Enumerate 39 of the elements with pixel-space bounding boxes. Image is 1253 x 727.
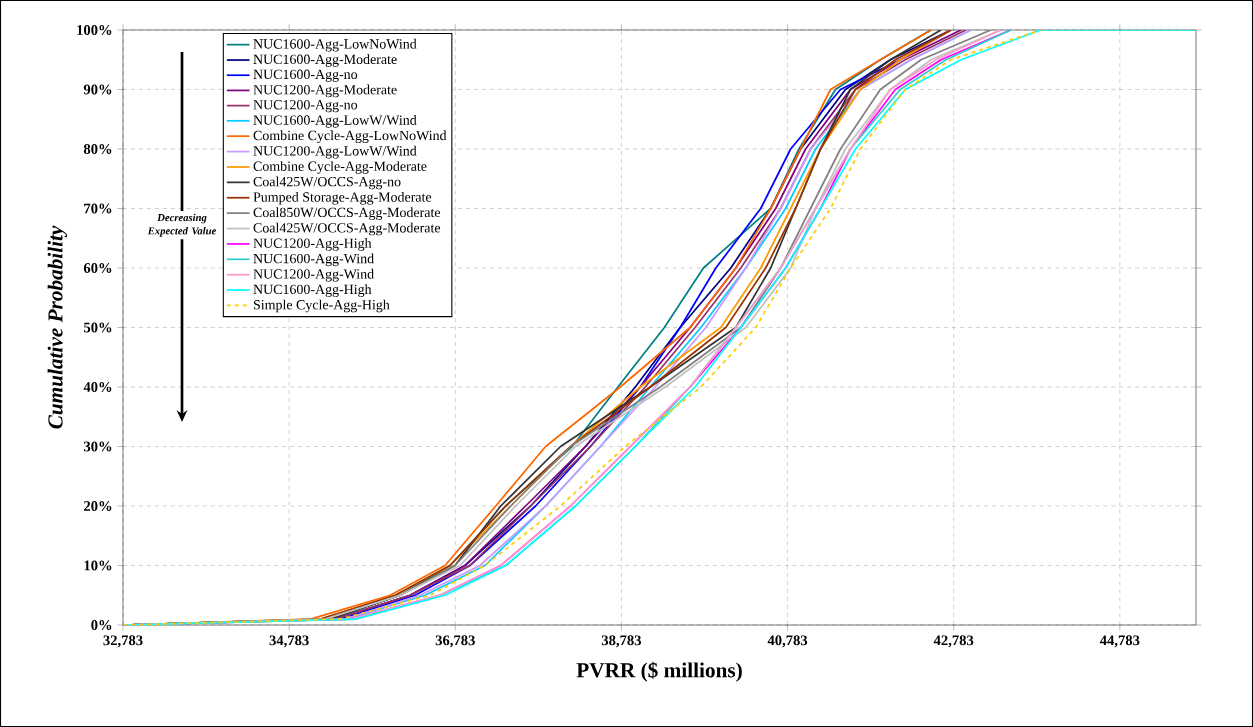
y-tick-label: 80% [83, 144, 112, 154]
legend-label: Coal425W/OCCS-Agg-Moderate [253, 222, 441, 236]
annotation: Decreasing Expected Value [147, 213, 217, 237]
legend-label: Simple Cycle-Agg-High [253, 299, 390, 313]
legend-label: Coal850W/OCCS-Agg-Moderate [253, 207, 441, 220]
x-tick-label: 44,783 [1099, 635, 1140, 648]
y-tick-label: 90% [83, 84, 112, 95]
legend-label: NUC1200-Agg-LowW/Wind [253, 145, 417, 159]
legend-label: Coal425W/OCCS-Agg-no [253, 176, 401, 190]
y-tick-label: 0% [91, 620, 112, 630]
legend-label: NUC1200-Agg-Moderate [253, 84, 397, 98]
legend-label: NUC1600-Agg-no [253, 69, 358, 82]
y-tick-label: 60% [83, 263, 112, 273]
y-tick-label: 30% [83, 441, 112, 452]
x-tick-label: 32,783 [103, 635, 143, 648]
y-axis-title: Cumulative Probability [47, 225, 67, 429]
legend-label: NUC1600-Agg-LowNoWind [253, 38, 417, 52]
legend-label: Combine Cycle-Agg-LowNoWind [253, 130, 447, 144]
x-tick-label: 36,783 [435, 635, 475, 648]
y-tick-label: 20% [84, 501, 112, 511]
x-tick-label: 42,783 [933, 635, 974, 648]
legend-label: NUC1600-Agg-Moderate [253, 54, 397, 67]
y-tick-label: 70% [84, 203, 112, 214]
x-tick-label: 34,783 [269, 635, 309, 648]
legend-label: NUC1600-Agg-Wind [253, 253, 374, 267]
y-tick-label: 100% [77, 25, 112, 35]
y-tick-label: 50% [83, 322, 112, 333]
legend-label: Pumped Storage-Agg-Moderate [253, 191, 432, 205]
legend-label: NUC1200-Agg-Wind [253, 268, 374, 282]
legend-label: NUC1600-Agg-LowW/Wind [253, 114, 417, 128]
legend-label: NUC1600-Agg-High [253, 284, 372, 297]
legend-label: NUC1200-Agg-High [253, 238, 372, 251]
y-tick-label: 10% [84, 560, 112, 571]
y-tick-label: 40% [83, 382, 112, 392]
x-tick-label: 40,783 [767, 635, 808, 648]
x-tick-label: 38,783 [601, 635, 642, 648]
legend-label: NUC1200-Agg-no [253, 99, 358, 113]
x-axis-title: PVRR ($ millions) [576, 661, 742, 682]
legend-label: Combine Cycle-Agg-Moderate [253, 161, 427, 174]
